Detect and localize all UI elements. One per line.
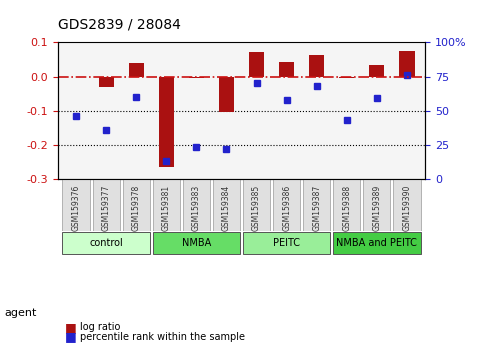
FancyBboxPatch shape <box>153 232 240 255</box>
Text: ■: ■ <box>65 321 77 334</box>
Text: GDS2839 / 28084: GDS2839 / 28084 <box>58 18 181 32</box>
FancyBboxPatch shape <box>394 179 421 232</box>
Bar <box>279 62 294 76</box>
Text: GSM159377: GSM159377 <box>101 185 111 232</box>
FancyBboxPatch shape <box>62 232 150 255</box>
FancyBboxPatch shape <box>213 179 240 232</box>
FancyBboxPatch shape <box>183 179 210 232</box>
FancyBboxPatch shape <box>303 179 330 232</box>
Text: GSM159376: GSM159376 <box>71 185 81 232</box>
FancyBboxPatch shape <box>243 232 330 255</box>
Text: GSM159381: GSM159381 <box>162 185 171 231</box>
FancyBboxPatch shape <box>153 179 180 232</box>
Bar <box>339 76 355 78</box>
FancyBboxPatch shape <box>243 179 270 232</box>
Text: log ratio: log ratio <box>80 322 120 332</box>
FancyBboxPatch shape <box>273 179 300 232</box>
Text: GSM159383: GSM159383 <box>192 185 201 231</box>
Text: GSM159388: GSM159388 <box>342 185 351 231</box>
Text: PEITC: PEITC <box>273 238 300 248</box>
Bar <box>309 56 324 76</box>
Bar <box>399 51 414 76</box>
Text: ■: ■ <box>65 331 77 343</box>
FancyBboxPatch shape <box>333 179 360 232</box>
FancyBboxPatch shape <box>333 232 421 255</box>
Text: NMBA and PEITC: NMBA and PEITC <box>337 238 417 248</box>
Text: GSM159386: GSM159386 <box>282 185 291 231</box>
Bar <box>189 76 204 78</box>
Text: GSM159387: GSM159387 <box>312 185 321 231</box>
Bar <box>128 63 144 76</box>
FancyBboxPatch shape <box>363 179 390 232</box>
Text: GSM159390: GSM159390 <box>402 185 412 232</box>
Text: control: control <box>89 238 123 248</box>
FancyBboxPatch shape <box>62 179 89 232</box>
Bar <box>249 52 264 76</box>
Text: NMBA: NMBA <box>182 238 211 248</box>
FancyBboxPatch shape <box>93 179 120 232</box>
Text: GSM159389: GSM159389 <box>372 185 382 231</box>
Text: agent: agent <box>5 308 37 318</box>
Bar <box>369 65 384 76</box>
Text: GSM159384: GSM159384 <box>222 185 231 231</box>
Text: GSM159385: GSM159385 <box>252 185 261 231</box>
FancyBboxPatch shape <box>123 179 150 232</box>
Bar <box>219 76 234 112</box>
Text: GSM159378: GSM159378 <box>132 185 141 231</box>
Bar <box>159 76 174 167</box>
Bar <box>99 76 114 87</box>
Text: percentile rank within the sample: percentile rank within the sample <box>80 332 245 342</box>
